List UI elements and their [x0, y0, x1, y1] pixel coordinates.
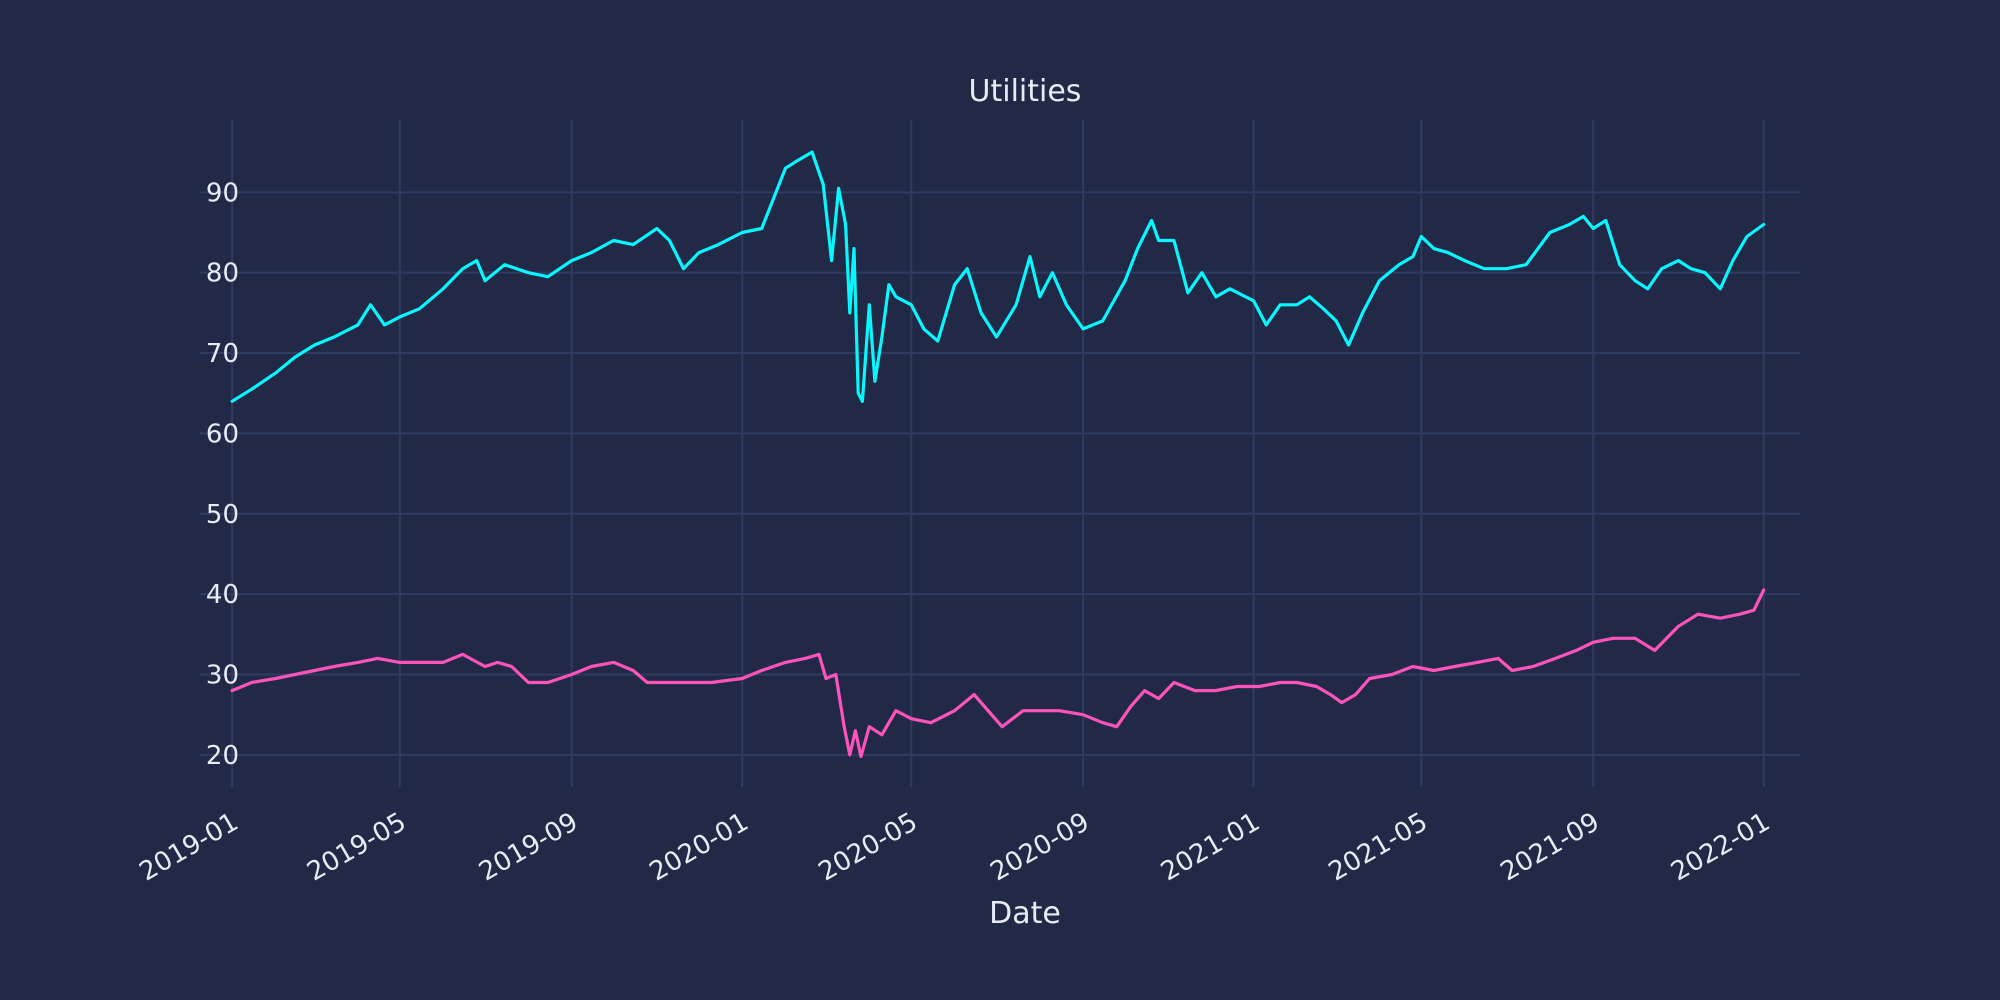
series-lines	[230, 150, 1766, 759]
x-tick-label: 2021-01	[1156, 807, 1265, 887]
grid	[200, 120, 1800, 787]
x-tick-label: 2020-05	[814, 807, 923, 887]
y-tick-label: 70	[206, 339, 239, 369]
chart-title: Utilities	[969, 74, 1082, 109]
y-tick-label: 30	[206, 660, 239, 690]
x-tick-label: 2021-09	[1496, 807, 1605, 887]
x-axis-ticks: 2019-01 2019-05 2019-09 2020-01 2020-05 2020-…	[135, 807, 1776, 887]
series-line-2	[230, 588, 1766, 759]
y-tick-label: 20	[206, 741, 239, 771]
y-tick-label: 80	[206, 259, 239, 289]
y-tick-label: 40	[206, 580, 239, 610]
y-axis-ticks: 20 30 40 50 60 70 80 90	[206, 178, 239, 771]
y-tick-label: 60	[206, 419, 239, 449]
series-line-1	[230, 150, 1766, 403]
x-tick-label: 2022-01	[1666, 807, 1775, 887]
x-tick-label: 2019-01	[135, 807, 244, 887]
x-tick-label: 2019-05	[302, 807, 411, 887]
x-tick-label: 2021-05	[1324, 807, 1433, 887]
x-tick-label: 2020-09	[986, 807, 1095, 887]
y-tick-label: 90	[206, 178, 239, 208]
y-tick-label: 50	[206, 500, 239, 530]
x-axis-label: Date	[989, 896, 1061, 931]
x-tick-label: 2020-01	[645, 807, 754, 887]
x-tick-label: 2019-09	[474, 807, 583, 887]
